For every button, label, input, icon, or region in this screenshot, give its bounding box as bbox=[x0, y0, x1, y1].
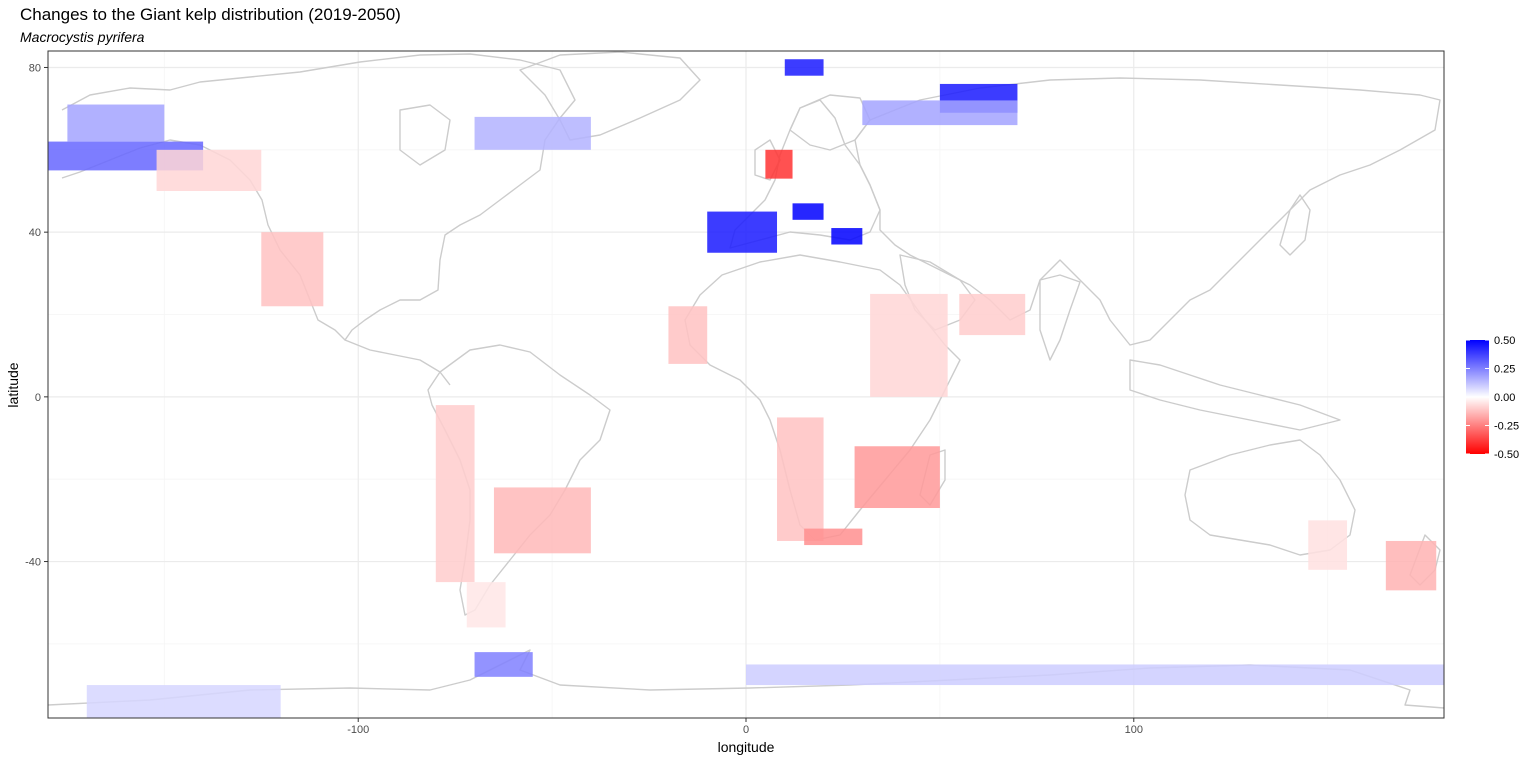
color-legend: 0.50 0.25 0.00 -0.25 -0.50 bbox=[1466, 335, 1519, 461]
change-cell bbox=[862, 100, 1018, 126]
indonesia-outline bbox=[1129, 359, 1341, 431]
change-cell bbox=[668, 306, 708, 364]
x-axis-title: longitude bbox=[718, 739, 775, 755]
x-tick-label: 0 bbox=[743, 724, 749, 736]
change-cell bbox=[156, 149, 262, 191]
legend-label: 0.00 bbox=[1494, 392, 1515, 404]
chart-title: Changes to the Giant kelp distribution (… bbox=[20, 5, 401, 24]
change-cell bbox=[784, 59, 824, 76]
legend-label: 0.25 bbox=[1494, 364, 1515, 376]
change-cell bbox=[959, 293, 1026, 336]
change-cell bbox=[86, 685, 281, 718]
change-cell bbox=[707, 211, 778, 253]
x-tick-label: 100 bbox=[1125, 724, 1143, 736]
legend-colorbar bbox=[1466, 340, 1489, 454]
change-cell bbox=[261, 232, 324, 307]
change-cell bbox=[1308, 520, 1348, 570]
change-cell bbox=[67, 104, 165, 142]
x-axis: -100 0 100 bbox=[347, 718, 1143, 736]
change-cell bbox=[1385, 540, 1437, 591]
asia-outline bbox=[854, 77, 1441, 346]
africa-outline bbox=[684, 254, 961, 541]
y-tick-label: 80 bbox=[29, 62, 41, 74]
change-cell bbox=[804, 528, 863, 546]
legend-label: 0.50 bbox=[1494, 335, 1515, 347]
hudson-bay-outline bbox=[399, 104, 451, 166]
grid-lines bbox=[48, 51, 1444, 718]
change-cell bbox=[746, 664, 1444, 686]
change-cell bbox=[466, 582, 506, 628]
change-cell bbox=[474, 652, 533, 677]
y-tick-label: -40 bbox=[25, 557, 41, 569]
change-cell bbox=[474, 116, 591, 150]
japan-outline bbox=[1279, 194, 1311, 256]
x-tick-label: -100 bbox=[347, 724, 369, 736]
change-cells bbox=[48, 59, 1444, 718]
legend-label: -0.25 bbox=[1494, 421, 1519, 433]
central-america-outline bbox=[344, 339, 451, 386]
change-cell bbox=[870, 293, 948, 397]
change-cell bbox=[854, 446, 940, 509]
change-cell bbox=[831, 228, 863, 245]
india-outline bbox=[1039, 274, 1081, 361]
y-axis: -40 0 40 80 bbox=[25, 62, 48, 569]
y-tick-label: 40 bbox=[29, 227, 41, 239]
change-cell bbox=[777, 417, 824, 541]
y-tick-label: 0 bbox=[35, 392, 41, 404]
change-cell bbox=[765, 149, 793, 179]
change-cell bbox=[435, 405, 475, 583]
y-axis-title: latitude bbox=[5, 362, 21, 407]
europe-outline bbox=[729, 99, 881, 249]
greenland-outline bbox=[519, 51, 701, 141]
change-cell bbox=[493, 487, 591, 554]
chart-subtitle: Macrocystis pyrifera bbox=[20, 29, 145, 45]
change-cell bbox=[792, 203, 824, 220]
legend-label: -0.50 bbox=[1494, 449, 1519, 461]
